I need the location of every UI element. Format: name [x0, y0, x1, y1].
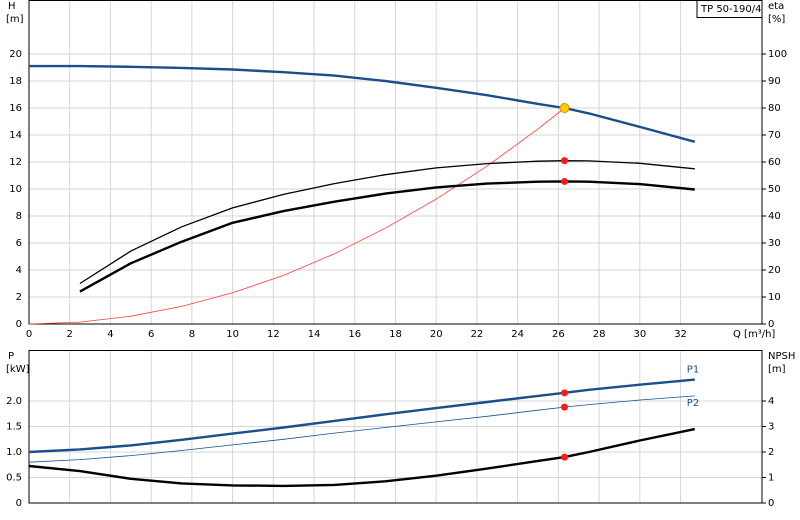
- y2-tick-label: 0: [768, 319, 774, 330]
- y2-tick-label: 2: [768, 447, 774, 458]
- y2-tick-label: 50: [768, 184, 781, 195]
- y2-axis-label: eta: [768, 1, 784, 12]
- duty-point: [560, 389, 568, 397]
- x-axis-label: Q [m³/h]: [733, 329, 775, 340]
- y-tick-label: 0: [16, 498, 22, 509]
- y2-axis-unit: [m]: [768, 364, 786, 375]
- y-tick-label: 10: [9, 184, 22, 195]
- x-tick-label: 10: [226, 329, 239, 340]
- plot-frame: [28, 0, 763, 325]
- x-tick-label: 12: [267, 329, 280, 340]
- series-line: [28, 427, 696, 488]
- x-tick-label: 0: [26, 329, 32, 340]
- y-axis-unit: [kW]: [6, 364, 30, 375]
- x-tick-label: 4: [107, 329, 113, 340]
- x-tick-label: 2: [67, 329, 73, 340]
- y2-tick-label: 90: [768, 76, 781, 87]
- y-axis-label: H: [8, 1, 16, 12]
- x-tick-label: 16: [348, 329, 361, 340]
- chart-title: TP 50-190/4: [700, 4, 761, 15]
- y2-tick-label: 20: [768, 265, 781, 276]
- y-tick-label: 1.5: [6, 422, 22, 433]
- x-tick-label: 32: [674, 329, 687, 340]
- y2-tick-label: 100: [768, 49, 787, 60]
- y-axis-label: P: [8, 351, 14, 362]
- x-tick-label: 26: [552, 329, 565, 340]
- x-tick-label: 24: [511, 329, 524, 340]
- series-line: [29, 64, 696, 143]
- y2-tick-label: 3: [768, 422, 774, 433]
- series-line: [28, 107, 565, 325]
- x-tick-label: 6: [148, 329, 154, 340]
- x-tick-label: 20: [430, 329, 443, 340]
- y2-tick-label: 70: [768, 130, 781, 141]
- y2-tick-label: 60: [768, 157, 781, 168]
- series-line: [79, 180, 695, 293]
- y-tick-label: 8: [16, 211, 22, 222]
- x-tick-label: 8: [189, 329, 195, 340]
- y2-tick-label: 40: [768, 211, 781, 222]
- series-label: P2: [687, 398, 699, 409]
- y-tick-label: 2.0: [6, 396, 22, 407]
- series-line: [79, 160, 695, 285]
- x-tick-label: 30: [633, 329, 646, 340]
- y-tick-label: 2: [16, 292, 22, 303]
- y-tick-label: 18: [9, 76, 22, 87]
- y-tick-label: 4: [16, 265, 22, 276]
- y2-axis-unit: [%]: [768, 14, 785, 25]
- series-line: [28, 378, 695, 454]
- series-label: P1: [687, 365, 699, 376]
- x-tick-label: 18: [389, 329, 402, 340]
- duty-point: [560, 453, 568, 461]
- y-tick-label: 16: [9, 103, 22, 114]
- plot-frame: [28, 350, 763, 504]
- duty-point: [559, 103, 570, 113]
- y-tick-label: 12: [9, 157, 22, 168]
- y-tick-label: 14: [9, 130, 22, 141]
- y2-tick-label: 30: [768, 238, 781, 249]
- series-line: [28, 395, 695, 463]
- duty-point: [560, 157, 568, 165]
- y2-tick-label: 80: [768, 103, 781, 114]
- y2-tick-label: 10: [768, 292, 781, 303]
- y2-axis-label: NPSH: [768, 351, 795, 362]
- y-tick-label: 1.0: [6, 447, 22, 458]
- y-tick-label: 0.5: [6, 473, 22, 484]
- y-tick-label: 0: [16, 319, 22, 330]
- x-tick-label: 22: [471, 329, 484, 340]
- y-tick-label: 6: [16, 238, 22, 249]
- x-tick-label: 28: [593, 329, 606, 340]
- y2-tick-label: 0: [768, 498, 774, 509]
- y2-tick-label: 4: [768, 396, 774, 407]
- y-axis-unit: [m]: [6, 14, 24, 25]
- y2-tick-label: 1: [768, 473, 774, 484]
- title-box: [696, 0, 763, 18]
- x-tick-label: 14: [308, 329, 321, 340]
- duty-point: [560, 177, 568, 185]
- duty-point: [560, 403, 568, 411]
- y-tick-label: 20: [9, 49, 22, 60]
